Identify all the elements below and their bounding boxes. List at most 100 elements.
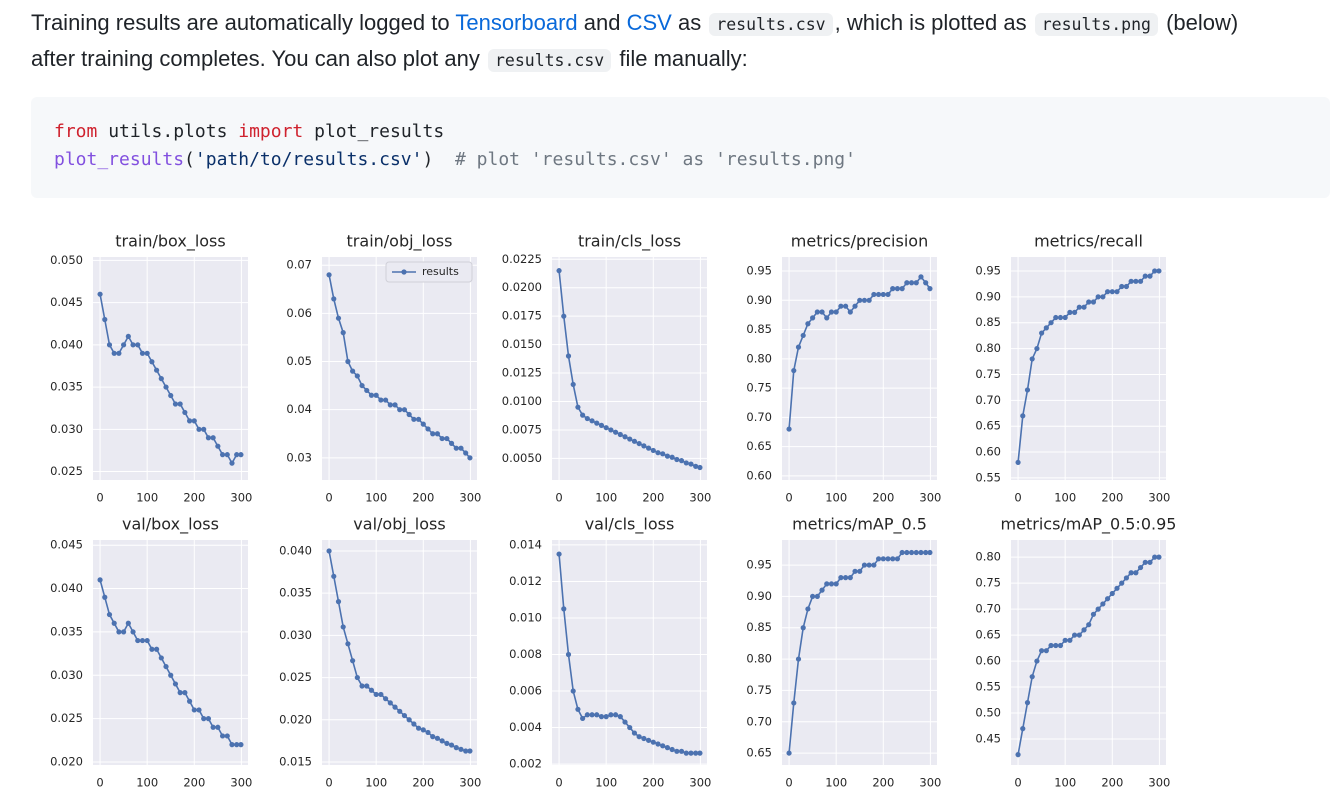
marker (139, 350, 146, 356)
marker (800, 625, 806, 631)
x-tick-label: 0 (555, 491, 562, 505)
marker (570, 688, 576, 694)
marker (238, 452, 244, 458)
marker (1100, 294, 1106, 300)
y-tick-label: 0.0050 (502, 451, 542, 465)
marker (1048, 642, 1054, 649)
marker (594, 712, 600, 718)
code-line: from utils.plots import plot_results (54, 121, 444, 142)
marker (594, 420, 600, 426)
marker (664, 453, 671, 459)
marker (392, 402, 398, 408)
marker (1090, 611, 1097, 617)
marker (622, 434, 628, 440)
marker (172, 681, 179, 687)
marker (350, 368, 356, 374)
marker (613, 429, 619, 435)
marker (838, 303, 844, 309)
marker (345, 641, 351, 647)
y-tick-label: 0.70 (975, 393, 1001, 407)
marker (589, 712, 595, 718)
marker (411, 721, 417, 727)
marker (814, 309, 820, 315)
marker (875, 291, 882, 298)
text: after training completes. You can also p… (31, 46, 486, 71)
marker (1015, 459, 1021, 466)
y-tick-label: 0.55 (975, 470, 1001, 484)
link[interactable]: Tensorboard (455, 10, 578, 35)
marker (97, 291, 103, 297)
marker (182, 690, 188, 696)
chart-title: metrics/mAP_0.5:0.95 (1001, 515, 1177, 535)
marker (631, 730, 638, 736)
marker (425, 729, 431, 736)
marker (1072, 309, 1078, 315)
y-tick-label: 0.0200 (502, 280, 542, 294)
marker (444, 435, 450, 442)
marker (121, 342, 127, 348)
marker (234, 452, 240, 458)
marker (448, 742, 455, 748)
marker (1142, 559, 1148, 565)
code-token: # plot 'results.csv' as 'results.png' (454, 149, 856, 170)
marker (340, 624, 346, 630)
marker (215, 724, 221, 730)
marker (340, 330, 346, 336)
marker (130, 629, 136, 635)
marker (345, 358, 351, 365)
marker (196, 426, 202, 432)
text: as (671, 10, 708, 35)
marker (636, 440, 642, 447)
y-tick-label: 0.040 (50, 337, 83, 351)
y-tick-label: 0.45 (975, 732, 1001, 746)
y-tick-label: 0.0075 (502, 422, 542, 436)
marker (805, 321, 811, 327)
link[interactable]: CSV (626, 10, 672, 35)
marker (335, 599, 342, 605)
marker (425, 426, 431, 432)
marker (401, 712, 408, 719)
marker (177, 401, 183, 407)
marker (805, 606, 811, 612)
plot-area (93, 540, 248, 765)
marker (613, 712, 619, 718)
y-tick-label: 0.70 (746, 714, 772, 728)
marker (397, 407, 403, 413)
marker (852, 303, 858, 309)
chart-title: train/obj_loss (347, 232, 453, 252)
marker (210, 724, 216, 730)
marker (102, 316, 108, 323)
marker (875, 556, 882, 562)
x-tick-label: 300 (1148, 491, 1170, 505)
marker (899, 286, 905, 292)
x-tick-label: 300 (230, 491, 252, 505)
marker (373, 691, 379, 698)
marker (434, 735, 441, 741)
marker (1053, 314, 1059, 321)
y-tick-label: 0.05 (286, 354, 312, 368)
marker (627, 724, 633, 731)
marker (1039, 330, 1045, 336)
marker (1067, 309, 1073, 315)
marker (688, 750, 694, 756)
x-tick-label: 100 (825, 776, 847, 790)
marker (678, 458, 685, 464)
y-tick-label: 0.006 (509, 684, 542, 698)
marker (561, 606, 567, 612)
marker (224, 733, 230, 739)
marker (608, 712, 614, 718)
marker (678, 748, 685, 754)
marker (364, 387, 370, 394)
marker (861, 297, 868, 303)
marker (97, 577, 103, 583)
marker (106, 611, 113, 618)
x-tick-label: 0 (785, 491, 792, 505)
x-tick-label: 100 (595, 776, 617, 790)
marker (1123, 575, 1130, 581)
marker (894, 286, 901, 292)
x-tick-label: 0 (785, 776, 792, 790)
marker (387, 402, 393, 408)
marker (1095, 606, 1101, 612)
marker (603, 714, 609, 720)
x-tick-label: 100 (136, 776, 158, 790)
